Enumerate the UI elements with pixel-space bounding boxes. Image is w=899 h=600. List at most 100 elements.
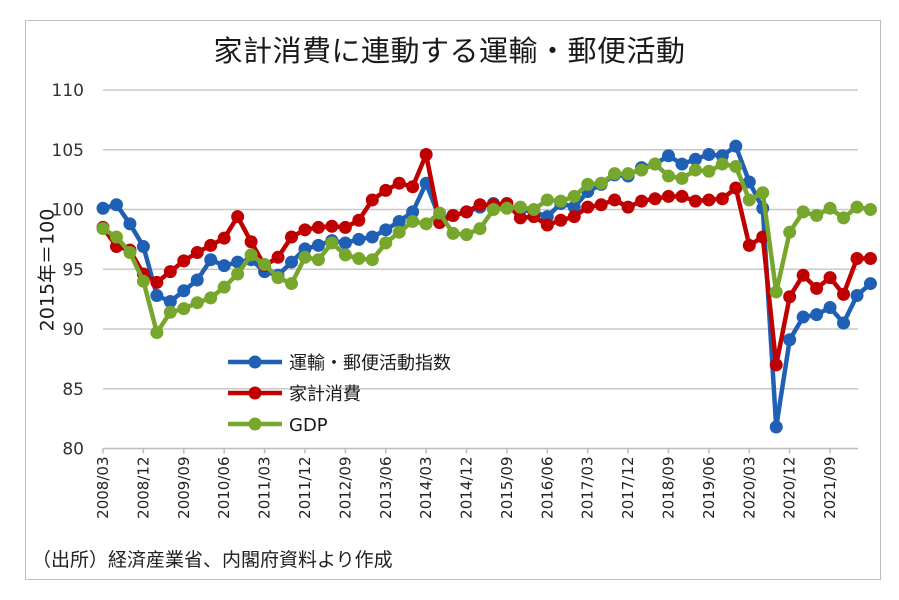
data-point-marker bbox=[406, 214, 420, 228]
data-point-marker bbox=[567, 200, 581, 214]
data-point-marker bbox=[729, 181, 743, 195]
y-axis-ticks: 80 85 90 95 100 105 110 bbox=[52, 81, 84, 460]
data-point-marker bbox=[513, 211, 527, 225]
data-point-marker bbox=[419, 217, 433, 231]
data-point-marker bbox=[742, 193, 756, 207]
y-tick-label: 80 bbox=[62, 440, 84, 460]
data-point-marker bbox=[863, 251, 877, 265]
series-2 bbox=[96, 157, 877, 340]
x-tick-label: 2014/03 bbox=[417, 457, 435, 519]
data-point-marker bbox=[109, 198, 123, 212]
data-point-marker bbox=[850, 289, 864, 303]
data-point-marker bbox=[594, 198, 608, 212]
y-tick-label: 105 bbox=[52, 141, 84, 161]
data-point-marker bbox=[96, 201, 110, 215]
data-point-marker bbox=[527, 203, 541, 216]
data-point-marker bbox=[204, 253, 218, 267]
data-point-marker bbox=[406, 205, 420, 219]
data-point-marker bbox=[123, 217, 137, 231]
data-point-marker bbox=[621, 200, 635, 214]
x-tick-label: 2011/03 bbox=[256, 457, 274, 519]
data-point-marker bbox=[433, 206, 447, 220]
data-point-marker bbox=[554, 194, 568, 208]
data-point-marker bbox=[810, 208, 824, 222]
x-tick-label: 2019/06 bbox=[700, 457, 718, 519]
data-point-marker bbox=[217, 231, 231, 245]
data-point-marker bbox=[285, 255, 298, 269]
data-point-marker bbox=[392, 225, 406, 239]
data-point-marker bbox=[446, 208, 460, 222]
data-point-marker bbox=[177, 302, 191, 316]
data-point-marker bbox=[581, 177, 595, 191]
data-point-marker bbox=[244, 248, 258, 262]
data-point-marker bbox=[742, 175, 756, 189]
data-point-marker bbox=[217, 280, 231, 294]
data-point-marker bbox=[365, 193, 379, 207]
data-point-marker bbox=[298, 223, 312, 237]
data-point-marker bbox=[662, 149, 675, 163]
data-point-marker bbox=[311, 253, 325, 267]
data-point-marker bbox=[338, 220, 352, 234]
data-point-marker bbox=[756, 186, 770, 200]
data-point-marker bbox=[675, 171, 689, 185]
data-point-marker bbox=[486, 203, 500, 216]
data-point-marker bbox=[190, 296, 204, 310]
data-point-marker bbox=[473, 222, 487, 236]
data-point-marker bbox=[163, 305, 177, 319]
data-point-marker bbox=[500, 201, 514, 215]
data-point-marker bbox=[688, 152, 702, 166]
legend-item: GDP bbox=[228, 415, 328, 436]
data-point-marker bbox=[190, 246, 204, 260]
data-point-marker bbox=[217, 259, 231, 273]
x-tick-label: 2020/03 bbox=[740, 457, 758, 519]
data-point-marker bbox=[231, 255, 245, 269]
data-point-marker bbox=[823, 300, 837, 314]
x-tick-label: 2009/09 bbox=[175, 457, 193, 519]
data-point-marker bbox=[756, 230, 770, 244]
data-point-marker bbox=[688, 163, 702, 177]
data-point-marker bbox=[675, 157, 689, 171]
data-point-marker bbox=[379, 236, 393, 250]
data-point-marker bbox=[769, 285, 783, 299]
y-tick-label: 90 bbox=[62, 320, 84, 340]
data-point-marker bbox=[621, 167, 635, 181]
data-point-marker bbox=[379, 183, 393, 197]
data-point-marker bbox=[648, 192, 662, 206]
data-point-marker bbox=[136, 274, 150, 288]
data-point-marker bbox=[810, 281, 824, 295]
data-point-marker bbox=[473, 198, 487, 212]
data-point-marker bbox=[231, 210, 245, 224]
data-point-marker bbox=[702, 193, 716, 207]
data-point-marker bbox=[311, 238, 325, 252]
data-point-marker bbox=[352, 213, 366, 227]
x-tick-label: 2020/12 bbox=[781, 457, 799, 519]
x-tick-label: 2017/03 bbox=[579, 457, 597, 519]
data-point-marker bbox=[702, 148, 716, 162]
series-line bbox=[101, 152, 871, 368]
data-point-marker bbox=[594, 176, 608, 190]
data-point-marker bbox=[783, 225, 797, 239]
y-tick-label: 95 bbox=[62, 260, 84, 280]
legend-label: 家計消費 bbox=[289, 384, 361, 405]
data-point-marker bbox=[109, 230, 123, 244]
x-tick-label: 2017/12 bbox=[619, 457, 637, 519]
data-point-marker bbox=[729, 139, 743, 153]
data-point-marker bbox=[769, 420, 783, 434]
data-point-marker bbox=[769, 358, 783, 372]
data-point-marker bbox=[285, 230, 298, 244]
data-point-marker bbox=[540, 218, 554, 232]
data-point-marker bbox=[311, 220, 325, 234]
data-point-marker bbox=[136, 240, 150, 254]
data-point-marker bbox=[837, 211, 851, 225]
data-point-marker bbox=[123, 246, 137, 260]
x-tick-label: 2021/09 bbox=[821, 457, 839, 519]
data-point-marker bbox=[204, 291, 218, 305]
data-point-marker bbox=[419, 148, 433, 162]
x-tick-label: 2013/06 bbox=[377, 457, 395, 519]
data-point-marker bbox=[177, 254, 191, 268]
legend-marker-icon bbox=[248, 417, 262, 431]
data-point-marker bbox=[635, 163, 649, 177]
data-point-marker bbox=[365, 253, 379, 267]
